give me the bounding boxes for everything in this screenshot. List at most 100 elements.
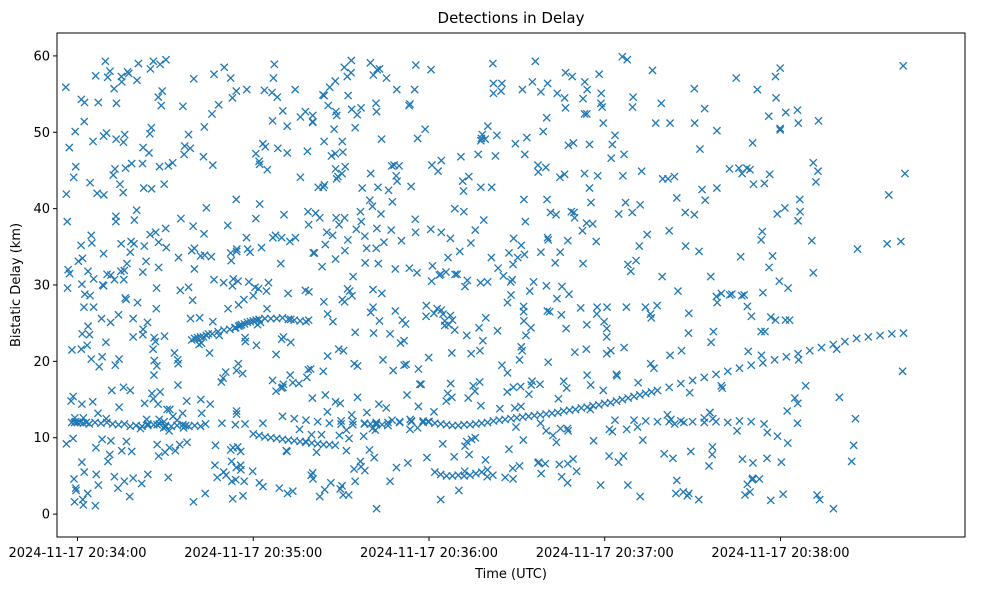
- data-point: [723, 367, 732, 376]
- data-point: [322, 228, 331, 237]
- data-point: [117, 72, 126, 81]
- data-point: [332, 111, 341, 120]
- data-point: [603, 303, 612, 312]
- data-point: [261, 142, 270, 151]
- data-point: [829, 504, 838, 513]
- data-point: [255, 199, 264, 209]
- data-point: [556, 248, 565, 257]
- data-point: [161, 422, 170, 432]
- data-point: [127, 447, 136, 456]
- data-point: [370, 453, 379, 462]
- data-point: [641, 303, 650, 312]
- data-point: [441, 267, 451, 277]
- data-point: [492, 131, 502, 140]
- data-point: [745, 487, 755, 497]
- data-point: [229, 274, 238, 283]
- data-point: [899, 61, 908, 70]
- data-point: [286, 315, 295, 324]
- data-point: [718, 384, 727, 393]
- data-point: [211, 441, 220, 450]
- data-point: [86, 291, 95, 300]
- data-point: [402, 390, 412, 400]
- data-point: [79, 413, 88, 422]
- data-point: [77, 280, 86, 289]
- data-point: [326, 478, 335, 487]
- data-point: [112, 135, 121, 144]
- data-point: [149, 371, 159, 380]
- data-point: [598, 103, 607, 112]
- data-point: [243, 318, 252, 327]
- data-point: [126, 386, 135, 395]
- y-axis: 0 10 20 30 40 50 60: [33, 49, 57, 523]
- data-point: [162, 243, 171, 252]
- data-point: [562, 324, 571, 333]
- data-point: [670, 172, 679, 181]
- data-point: [71, 127, 80, 136]
- data-point: [681, 241, 690, 251]
- data-point: [91, 501, 100, 510]
- data-point: [483, 277, 492, 287]
- data-point: [578, 94, 588, 103]
- data-point: [168, 158, 177, 167]
- data-point: [437, 306, 446, 315]
- data-point: [623, 55, 632, 64]
- data-point: [349, 464, 359, 474]
- data-point: [535, 380, 545, 389]
- data-point: [361, 258, 370, 267]
- data-point: [278, 313, 287, 322]
- data-point: [255, 160, 264, 169]
- data-point: [852, 334, 861, 343]
- data-point: [422, 453, 431, 462]
- data-point: [288, 487, 297, 496]
- data-point: [295, 425, 304, 434]
- y-tick-label: 0: [42, 508, 50, 523]
- data-point: [296, 173, 305, 182]
- data-point: [232, 245, 241, 254]
- data-point: [99, 249, 108, 258]
- data-point: [67, 345, 76, 354]
- data-point: [372, 244, 381, 253]
- data-point: [677, 346, 686, 355]
- data-point: [695, 145, 704, 154]
- data-point: [740, 290, 749, 299]
- data-point: [508, 464, 517, 473]
- data-point: [142, 415, 151, 424]
- data-point: [597, 89, 606, 98]
- data-point: [628, 103, 637, 112]
- data-point: [794, 355, 803, 364]
- data-point: [277, 233, 286, 242]
- data-point: [776, 124, 785, 133]
- data-point: [382, 403, 391, 413]
- data-point: [121, 293, 130, 303]
- data-point: [371, 426, 380, 435]
- data-point: [392, 463, 401, 472]
- data-point: [450, 204, 459, 213]
- data-point: [157, 101, 166, 110]
- data-point: [136, 424, 145, 433]
- data-point: [69, 173, 78, 182]
- data-point: [105, 450, 114, 459]
- data-point: [204, 329, 213, 338]
- data-point: [206, 400, 215, 409]
- data-point: [150, 333, 159, 342]
- data-point: [771, 316, 780, 325]
- data-point: [301, 437, 310, 446]
- data-point: [121, 164, 130, 173]
- data-point: [122, 259, 132, 268]
- data-point: [747, 312, 756, 321]
- data-point: [91, 443, 101, 452]
- data-point: [648, 66, 657, 75]
- data-point: [460, 442, 470, 451]
- data-point: [776, 125, 785, 135]
- data-point: [474, 150, 483, 159]
- data-point: [336, 399, 345, 408]
- data-point: [340, 63, 349, 72]
- data-point: [580, 109, 589, 119]
- data-point: [411, 215, 420, 224]
- data-point: [793, 216, 803, 225]
- data-point: [801, 381, 810, 390]
- data-point: [665, 119, 675, 128]
- data-point: [335, 431, 344, 440]
- data-point: [711, 370, 721, 379]
- data-point: [560, 93, 569, 102]
